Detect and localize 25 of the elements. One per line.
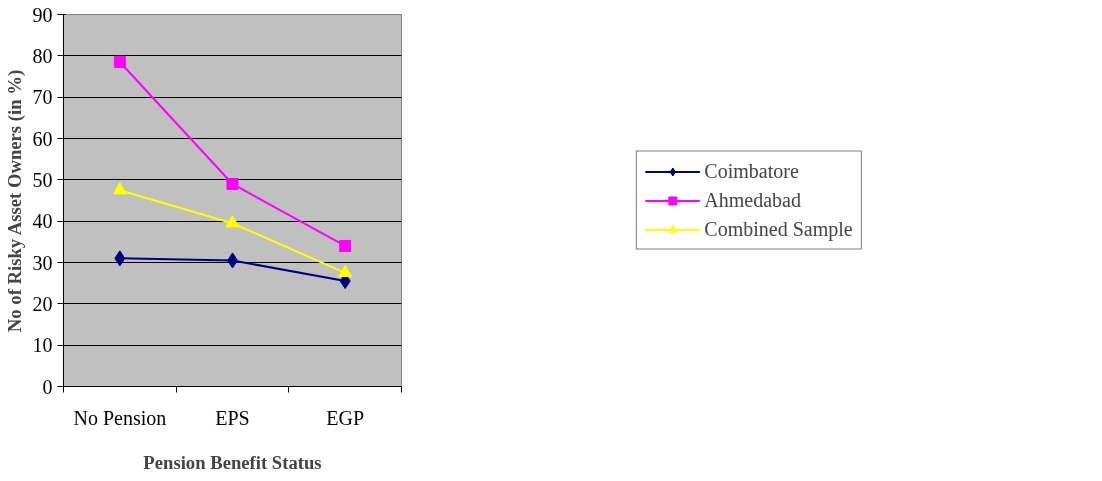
x-axis-title: Pension Benefit Status [143,451,322,473]
y-tick-label: 40 [32,210,53,233]
x-tick-label: EGP [326,406,365,429]
y-tick-label: 80 [32,44,53,67]
point [226,177,239,190]
legend-label: Combined Sample [704,217,853,241]
point [114,250,126,267]
y-tick-label: 0 [42,375,53,398]
y-tick-label: 70 [32,86,53,109]
y-tick-label: 60 [32,127,53,150]
legend-label: Ahmedabad [704,188,801,212]
legend-label: Coimbatore [704,159,799,183]
x-tick-label: EPS [215,406,250,429]
y-tick-label: 90 [32,3,53,26]
y-tick-label: 50 [32,168,53,191]
point [113,56,126,69]
point [338,264,353,278]
y-tick-label: 20 [32,292,53,315]
point [225,215,240,228]
y-axis-title: No of Risky Asset Owners (in %) [3,69,26,333]
point [112,182,127,195]
x-tick-label: No Pension [73,406,167,429]
point [339,239,352,252]
y-tick-label: 10 [32,334,53,357]
y-tick-label: 30 [32,251,53,274]
